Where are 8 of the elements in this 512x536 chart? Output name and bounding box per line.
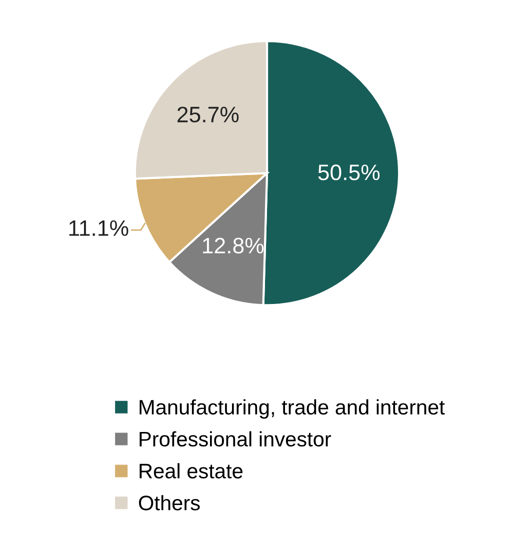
legend-label: Professional investor xyxy=(140,431,332,447)
data-label: 11.1% xyxy=(69,220,128,236)
legend-label: Manufacturing, trade and internet xyxy=(140,399,445,419)
data-label: 50.5% xyxy=(318,164,380,180)
legend-label: Others xyxy=(138,495,200,510)
data-label: 25.7% xyxy=(178,106,239,122)
legend-label: Real estate xyxy=(140,463,242,478)
data-label: 12.8% xyxy=(203,238,264,254)
